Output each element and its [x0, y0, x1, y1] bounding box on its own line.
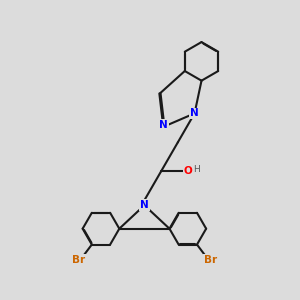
Text: N: N — [160, 120, 168, 130]
Text: N: N — [140, 200, 149, 210]
Text: O: O — [184, 166, 192, 176]
Text: Br: Br — [204, 255, 217, 265]
Text: H: H — [193, 165, 200, 174]
Text: Br: Br — [72, 255, 85, 265]
Text: N: N — [190, 108, 199, 118]
